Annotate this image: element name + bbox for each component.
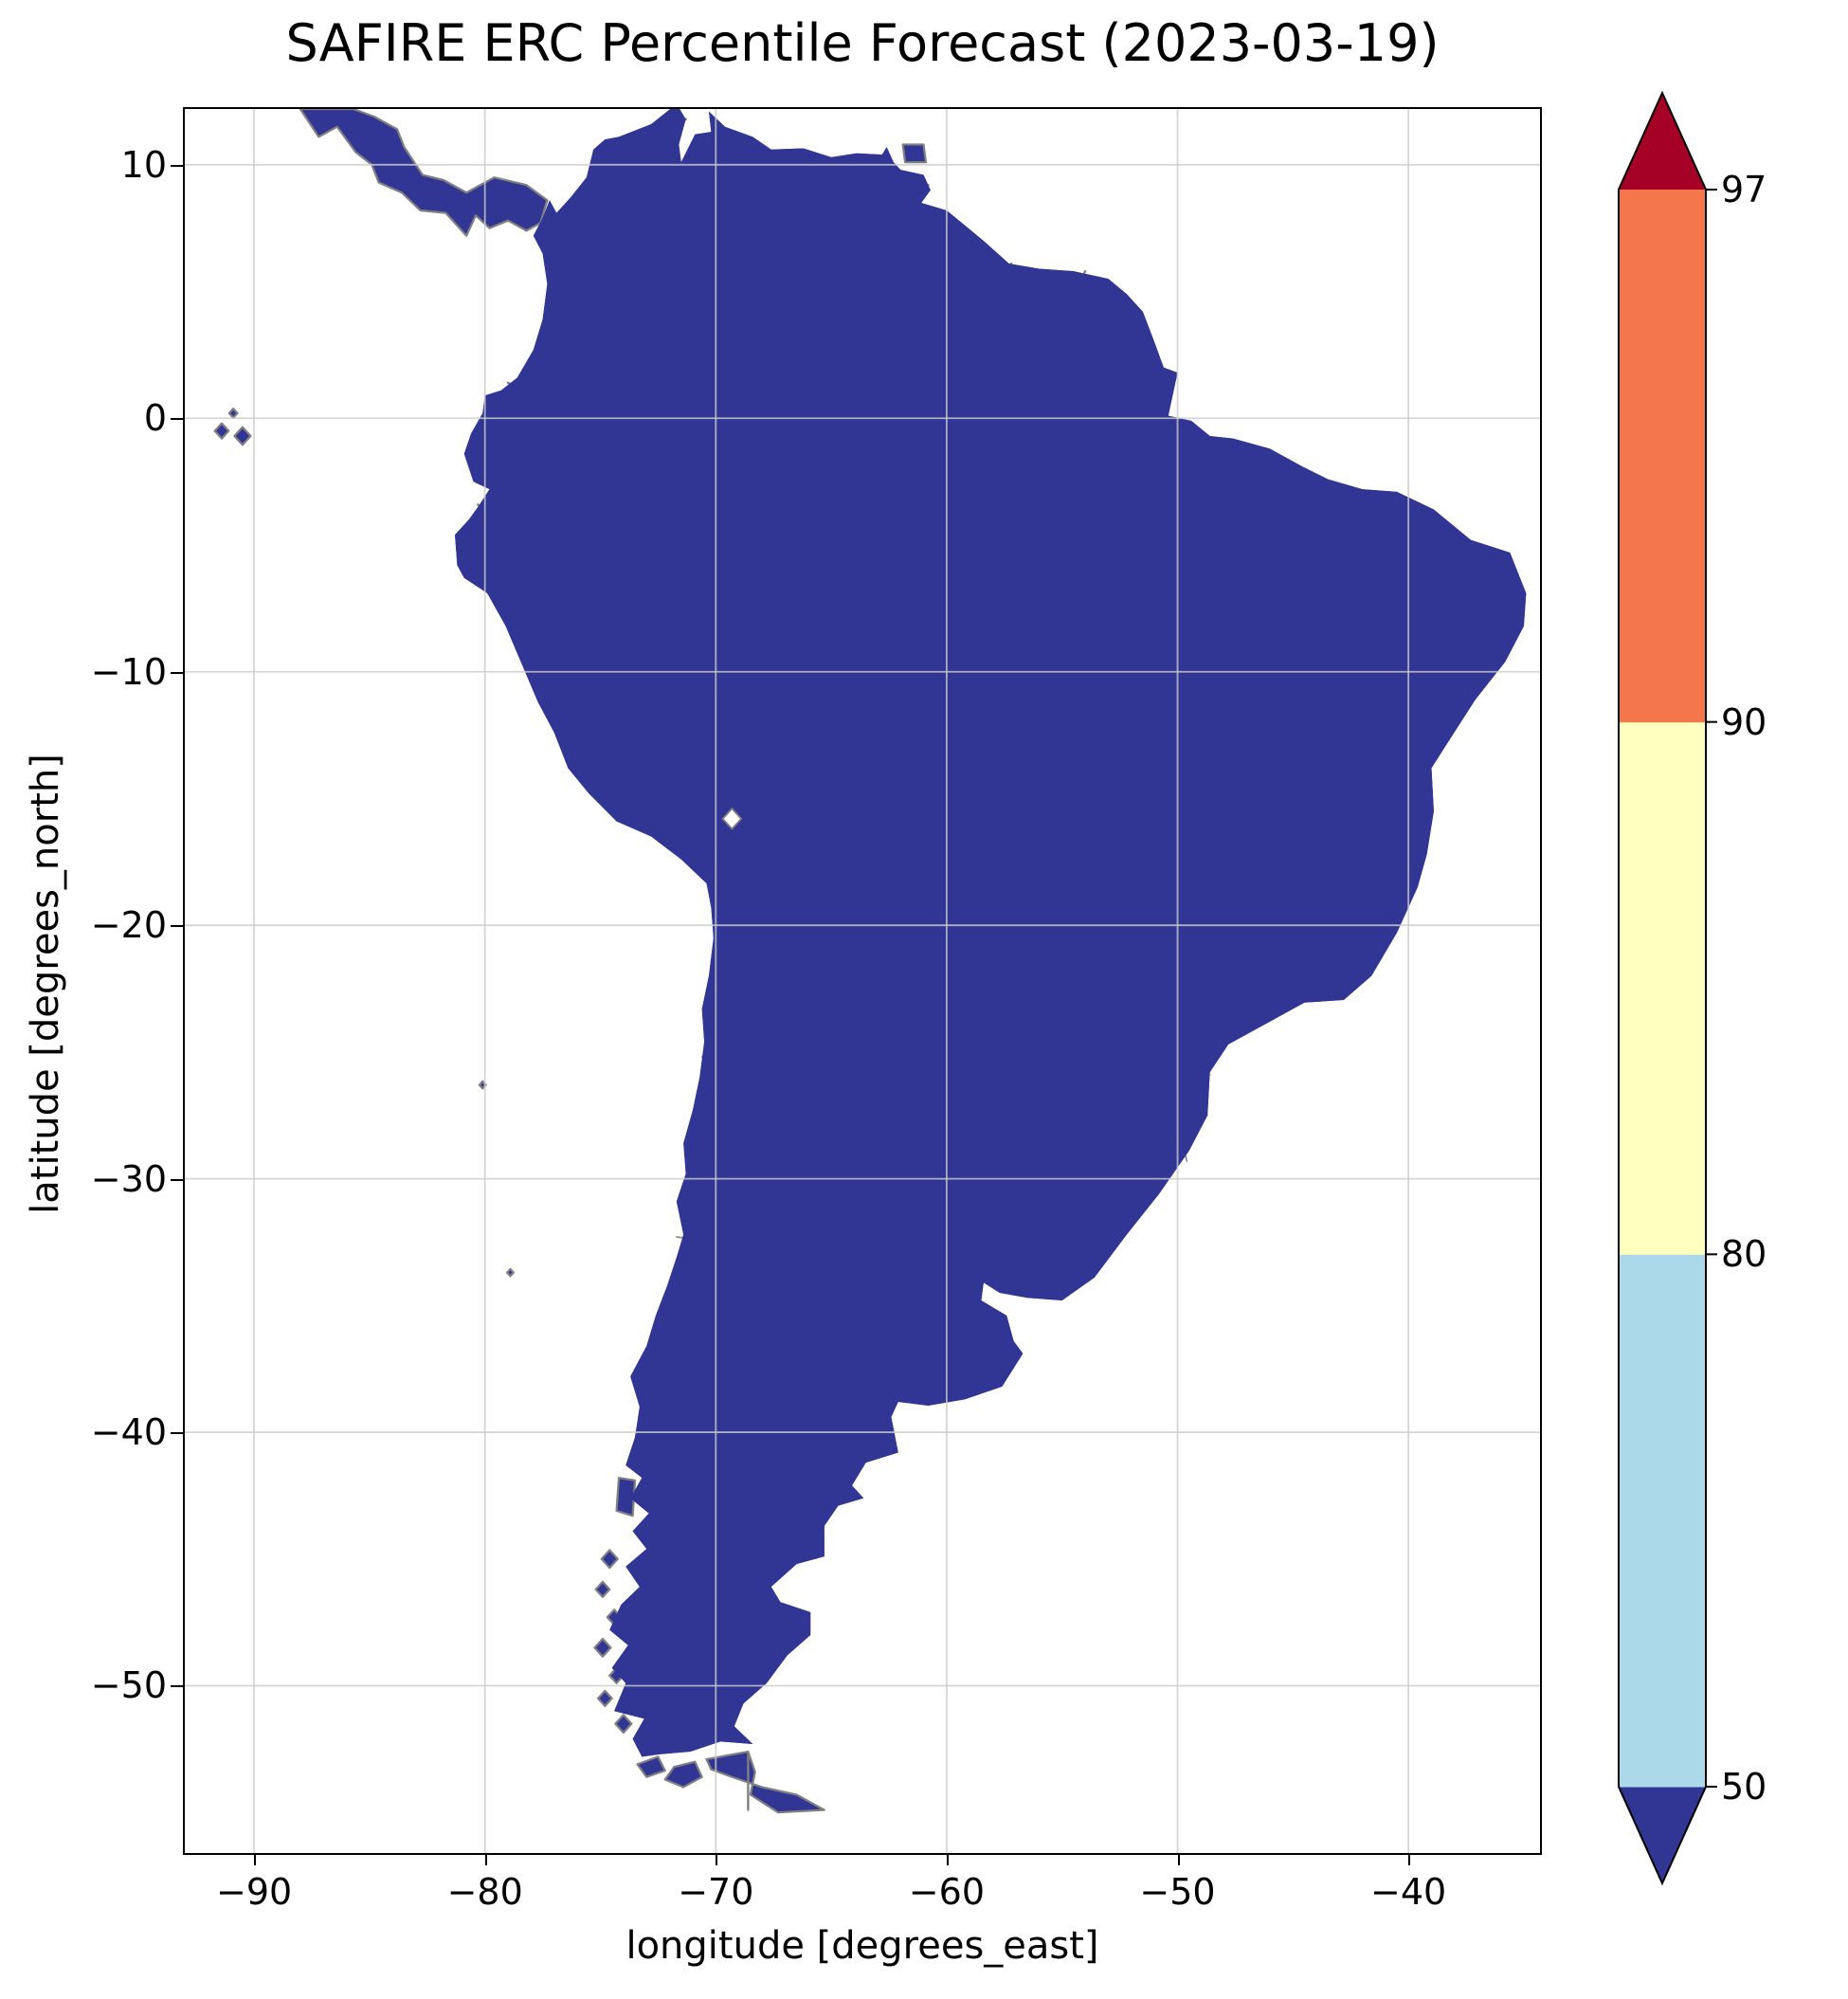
y-tick-label: −10: [90, 650, 167, 693]
y-tick-mark: [171, 418, 183, 421]
x-tick-label: −80: [446, 1871, 523, 1913]
x-tick-mark: [946, 1853, 949, 1865]
colorbar-tick-label: 80: [1721, 1233, 1767, 1276]
y-tick-mark: [171, 1432, 183, 1435]
south-america-map: [185, 109, 1540, 1853]
y-tick-mark: [171, 164, 183, 167]
colorbar-svg: [1618, 90, 1717, 1886]
y-tick-label: 10: [120, 143, 167, 186]
x-tick-label: −50: [1139, 1871, 1216, 1913]
chart-title: SAFIRE ERC Percentile Forecast (2023-03-…: [285, 13, 1440, 73]
colorbar-band: [1619, 93, 1706, 190]
y-tick-label: −20: [90, 904, 167, 947]
x-tick-mark: [1408, 1853, 1411, 1865]
central-america-landmass: [300, 109, 548, 236]
x-tick-label: −90: [215, 1871, 293, 1913]
x-tick-mark: [484, 1853, 487, 1865]
colorbar-band: [1619, 1254, 1706, 1788]
y-tick-mark: [171, 925, 183, 928]
lake-titicaca: [723, 809, 741, 828]
x-tick-mark: [1177, 1853, 1180, 1865]
x-axis-label: longitude [degrees_east]: [625, 1924, 1099, 1968]
x-tick-label: −60: [908, 1871, 986, 1913]
x-tick-mark: [254, 1853, 257, 1865]
colorbar-tick-label: 50: [1721, 1766, 1767, 1808]
y-tick-label: −30: [90, 1157, 167, 1200]
colorbar-band: [1619, 190, 1706, 723]
y-tick-mark: [171, 671, 183, 674]
y-tick-mark: [171, 1685, 183, 1688]
colorbar: 50 80 90 97: [1611, 85, 1848, 1919]
colorbar-band: [1619, 721, 1706, 1255]
gridlines: [185, 109, 1540, 1853]
x-tick-label: −40: [1370, 1871, 1447, 1913]
y-tick-label: 0: [143, 397, 167, 440]
x-tick-mark: [716, 1853, 718, 1865]
x-tick-label: −70: [678, 1871, 754, 1913]
map-plot-area: [183, 107, 1542, 1855]
colorbar-tick-label: 90: [1721, 700, 1767, 743]
y-tick-label: −50: [90, 1664, 167, 1707]
y-tick-mark: [171, 1178, 183, 1181]
y-tick-label: −40: [90, 1411, 167, 1454]
colorbar-tick-label: 97: [1721, 169, 1767, 210]
colorbar-band: [1619, 1787, 1706, 1883]
